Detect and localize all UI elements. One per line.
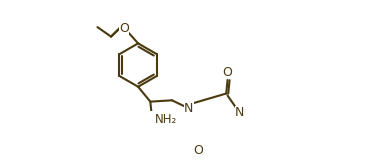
Text: O: O [223,66,232,79]
Text: O: O [119,22,129,35]
Text: N: N [184,102,194,115]
Text: O: O [193,144,203,157]
Text: N: N [235,106,244,119]
Text: NH₂: NH₂ [154,113,177,126]
